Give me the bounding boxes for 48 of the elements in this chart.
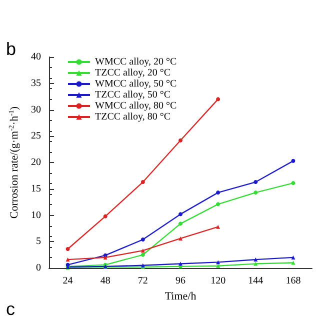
point (254, 190, 258, 195)
x-tick-label: 24 (62, 276, 73, 286)
y-tick-label: 30 (31, 104, 41, 116)
point (216, 264, 220, 268)
point (254, 180, 258, 184)
point (216, 202, 220, 206)
legend-label: TZCC alloy, 50 °C (95, 90, 171, 100)
x-tick-label: 96 (176, 276, 186, 286)
point (291, 181, 296, 186)
point (254, 262, 258, 266)
x-tick-label: 144 (248, 276, 264, 286)
legend-label: WMCC alloy, 50 °C (95, 78, 178, 90)
y-tick-label: 25 (31, 130, 41, 142)
y-tick-label: 10 (31, 210, 41, 221)
x-tick-label: 120 (210, 276, 226, 286)
point (140, 238, 145, 242)
legend-label: TZCC alloy, 80 °C (95, 112, 171, 122)
point (66, 247, 70, 252)
y-tick-label: 35 (31, 78, 41, 89)
point (178, 262, 182, 266)
point (216, 97, 220, 102)
x-axis-title: Time/h (164, 290, 197, 302)
point (178, 212, 182, 216)
point (178, 222, 182, 226)
y-tick-label: 40 (31, 52, 41, 62)
x-tick-label: 48 (100, 276, 110, 286)
y-tick-label: 20 (31, 157, 41, 168)
x-tick-label: 72 (138, 276, 148, 286)
point (140, 180, 145, 184)
text: b (6, 39, 16, 59)
legend-label: WMCC alloy, 20 °C (95, 56, 178, 68)
point (178, 138, 182, 142)
text: c (6, 299, 15, 319)
point (216, 190, 220, 195)
legend-label: TZCC alloy, 20 °C (95, 68, 171, 78)
legend-label: WMCC alloy, 80 °C (95, 100, 178, 112)
point (66, 258, 70, 262)
point (291, 158, 296, 163)
x-tick-label: 168 (286, 276, 301, 286)
y-tick-label: 15 (31, 183, 41, 194)
point (216, 224, 220, 229)
point (140, 252, 145, 257)
y-tick-label: 0 (36, 262, 41, 274)
point (291, 255, 296, 260)
point (178, 236, 182, 240)
point (140, 248, 145, 253)
point (103, 214, 108, 218)
y-tick-label: 5 (36, 236, 41, 248)
